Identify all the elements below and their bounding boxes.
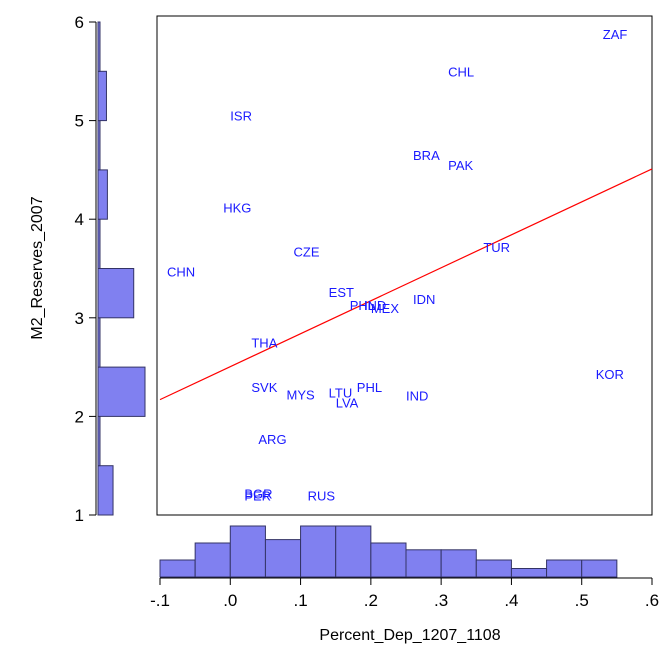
point-label-est-9: EST — [329, 285, 354, 300]
point-label-per-24: PER — [244, 488, 271, 503]
x-hist-bar — [159, 559, 196, 578]
point-label-phl-11: PHL — [350, 298, 375, 313]
y-hist-bar — [97, 317, 101, 368]
x-tick-label: .2 — [364, 591, 378, 610]
x-hist-bar — [546, 559, 583, 578]
y-tick-label: 5 — [75, 112, 84, 131]
x-hist-bar — [405, 549, 442, 578]
y-hist-bar — [97, 218, 101, 269]
y-tick-label: 1 — [75, 506, 84, 525]
y-hist-bar — [97, 415, 101, 467]
point-label-bgr-23: BGR — [244, 486, 272, 501]
x-tick-label: -.1 — [150, 591, 170, 610]
fit-line — [159, 168, 653, 401]
x-tick-label: .4 — [504, 591, 518, 610]
point-label-zaf-0: ZAF — [603, 27, 628, 42]
x-hist-bar — [335, 525, 372, 578]
point-label-ind-20: IND — [406, 389, 428, 404]
point-label-idn-10: IDN — [413, 292, 435, 307]
point-label-ltu-19: LTU — [329, 386, 353, 401]
point-label-tur-6: TUR — [483, 240, 510, 255]
y-histogram — [97, 21, 146, 516]
y-hist-bar — [97, 465, 114, 516]
y-hist-bar — [97, 268, 135, 319]
y-hist-bar — [97, 21, 101, 72]
y-hist-bar — [97, 120, 101, 171]
x-hist-bar — [440, 549, 477, 578]
point-label-chl-1: CHL — [448, 64, 474, 79]
point-label-rus-25: RUS — [308, 488, 336, 503]
x-tick-label: .1 — [293, 591, 307, 610]
point-label-hkg-5: HKG — [223, 200, 251, 215]
x-histogram — [159, 525, 618, 578]
x-hist-bar — [581, 559, 618, 578]
point-label-phl-17: PHL — [357, 380, 382, 395]
point-label-svk-16: SVK — [251, 380, 277, 395]
x-hist-bar — [264, 539, 302, 578]
y-tick-label: 2 — [75, 407, 84, 426]
x-tick-label: .0 — [223, 591, 237, 610]
point-label-mex-13: MEX — [371, 301, 400, 316]
x-axis: -.1 .0 .1 .2 .3 .4 .5 .6 — [150, 577, 659, 610]
x-tick-label: .3 — [434, 591, 448, 610]
y-tick-label: 6 — [75, 13, 84, 32]
fit-line-layer — [159, 168, 653, 401]
y-axis: 1 2 3 4 5 6 — [75, 13, 97, 525]
point-label-arg-22: ARG — [258, 432, 286, 447]
point-label-isr-2: ISR — [230, 109, 252, 124]
x-hist-bar — [229, 525, 266, 578]
point-label-tha-14: THA — [251, 335, 277, 350]
x-hist-bar — [300, 525, 337, 578]
x-tick-label: .5 — [575, 591, 589, 610]
point-label-bra-3: BRA — [413, 148, 440, 163]
y-hist-bar — [97, 169, 108, 220]
point-label-mys-18: MYS — [287, 388, 316, 403]
plot-area-frame — [156, 15, 653, 516]
point-label-lva-21: LVA — [336, 396, 359, 411]
point-label-pak-4: PAK — [448, 158, 473, 173]
x-hist-bar — [510, 568, 548, 578]
x-axis-title: Percent_Dep_1207_1108 — [319, 627, 500, 644]
x-tick-label: .6 — [645, 591, 659, 610]
y-axis-title: M2_Reserves_2007 — [29, 196, 46, 339]
point-label-kor-15: KOR — [596, 367, 624, 382]
point-label-cze-7: CZE — [294, 245, 320, 260]
point-label-ind-12: IND — [364, 298, 386, 313]
y-tick-label: 4 — [75, 210, 84, 229]
x-hist-bar — [370, 542, 407, 578]
y-hist-bar — [97, 70, 107, 122]
y-hist-bar — [97, 366, 146, 417]
x-hist-bar — [194, 542, 231, 578]
point-label-chn-8: CHN — [167, 264, 195, 279]
y-tick-label: 3 — [75, 309, 84, 328]
x-hist-bar — [475, 559, 512, 578]
